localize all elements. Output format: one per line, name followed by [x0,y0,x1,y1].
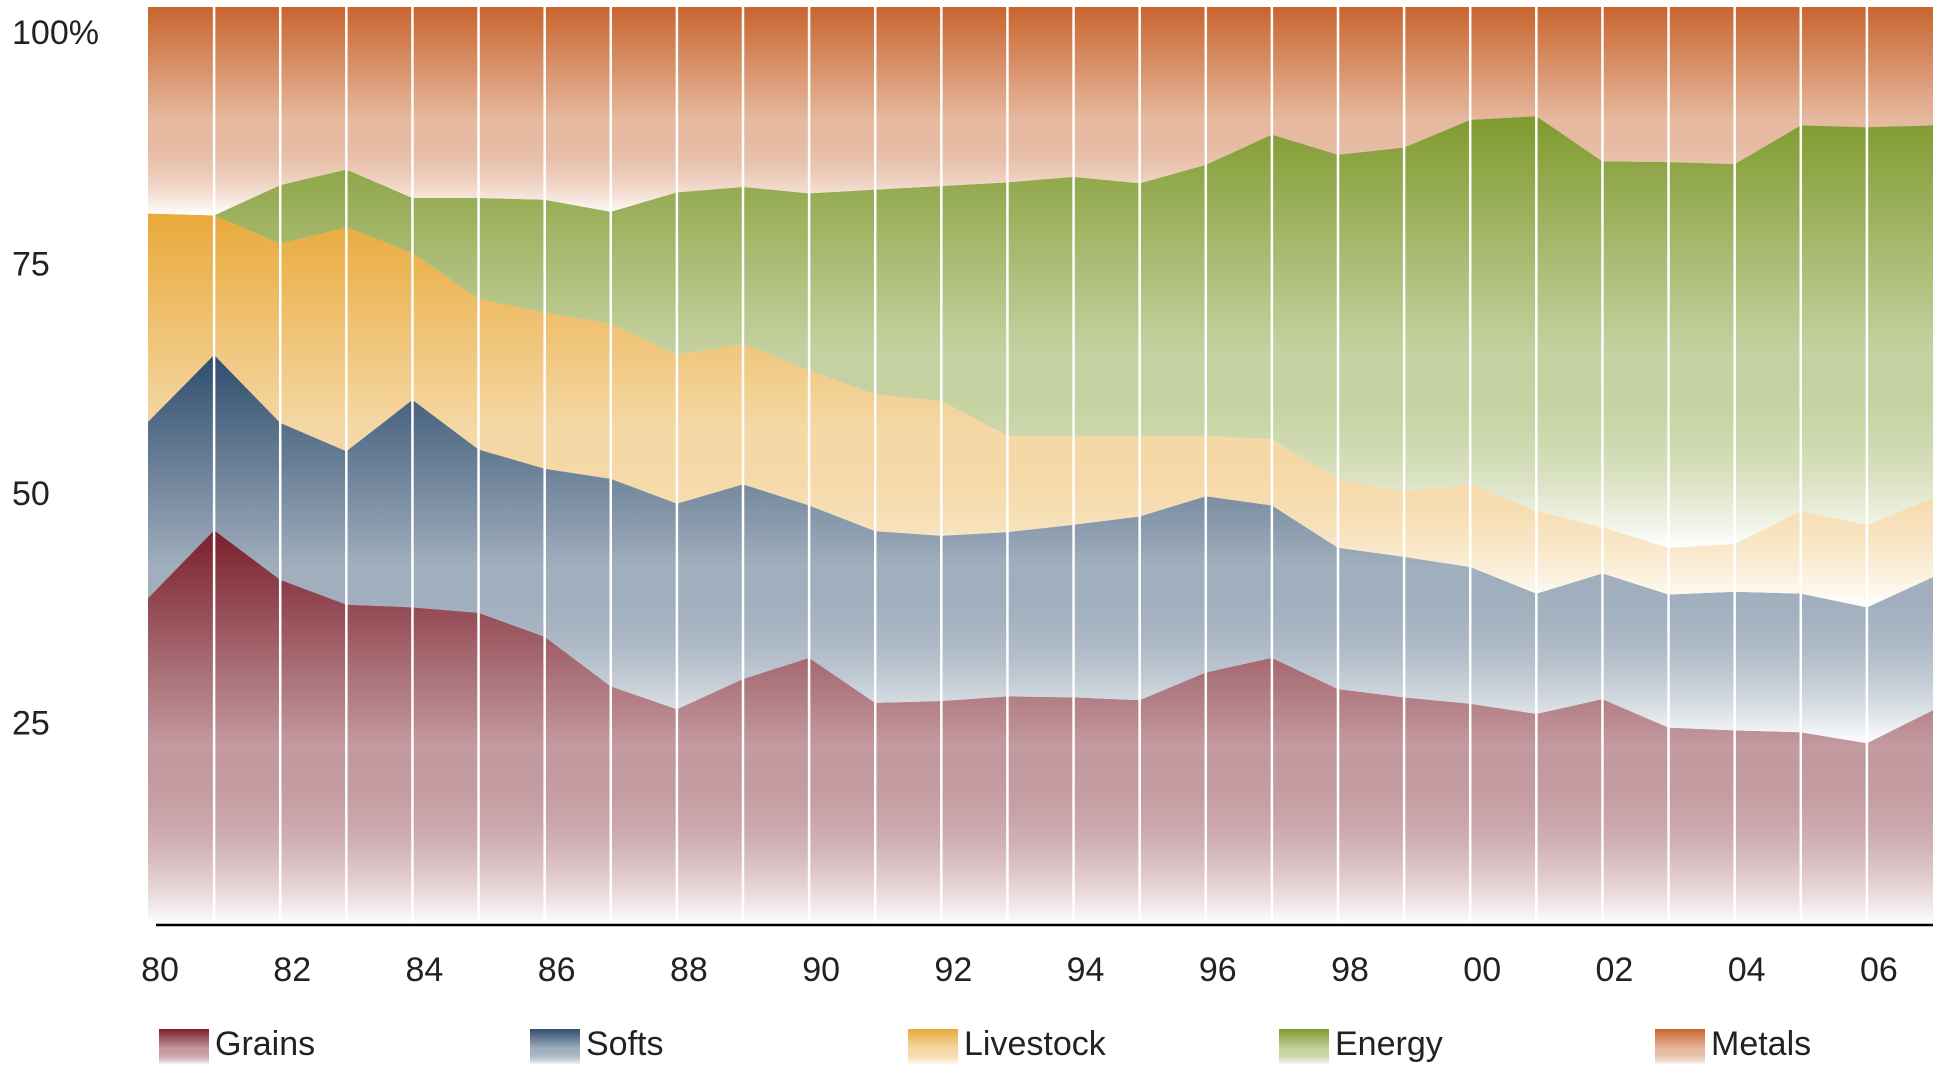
x-tick-label: 84 [406,951,444,989]
area [148,116,1933,548]
legend-swatch [1279,1029,1329,1065]
area [148,213,1933,608]
area [148,530,1933,925]
legend-swatch [908,1029,958,1065]
x-tick-label: 04 [1728,951,1766,989]
y-tick-label: 100% [12,14,99,52]
x-tick-label: 92 [934,951,972,989]
legend-swatch [159,1029,209,1065]
area [148,354,1933,744]
x-tick-label: 82 [273,951,311,989]
x-tick-label: 96 [1199,951,1237,989]
x-tick-label: 80 [141,951,179,989]
y-tick-label: 25 [12,704,50,742]
x-tick-label: 88 [670,951,708,989]
x-tick-label: 94 [1067,951,1105,989]
legend-label: Metals [1711,1025,1811,1063]
legend-swatch [530,1029,580,1065]
legend-label: Softs [586,1025,663,1063]
x-tick-label: 00 [1463,951,1501,989]
y-tick-label: 75 [12,245,50,283]
legend-label: Energy [1335,1025,1443,1063]
legend-label: Livestock [964,1025,1107,1063]
x-tick-label: 02 [1596,951,1634,989]
area [148,7,1933,216]
legend-swatch [1655,1029,1705,1065]
x-tick-label: 98 [1331,951,1369,989]
x-tick-label: 06 [1860,951,1898,989]
x-tick-label: 86 [538,951,576,989]
x-tick-label: 90 [802,951,840,989]
legend-label: Grains [215,1025,315,1063]
y-tick-label: 50 [12,475,50,513]
